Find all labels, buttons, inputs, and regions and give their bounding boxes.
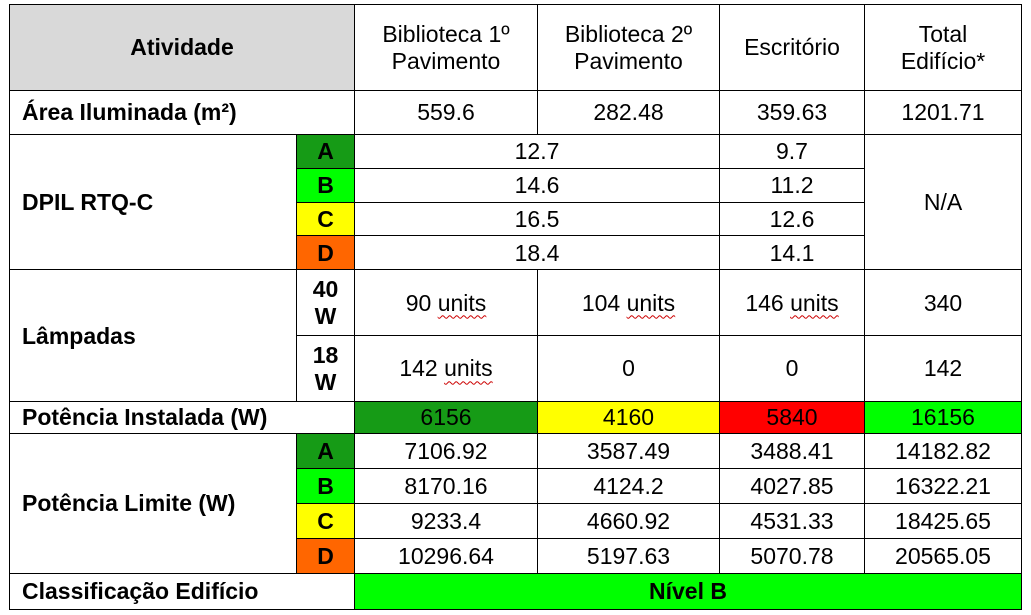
lampadas-18w-biblioteca-1: 142 units xyxy=(354,335,538,403)
potencia-limite-c-biblioteca-2: 4660.92 xyxy=(537,502,720,539)
potencia-limite-row-d: D 10296.64 5197.63 5070.78 20565.05 xyxy=(10,537,1022,574)
lampadas-18w-biblioteca-1-count: 142 xyxy=(399,355,438,382)
potencia-limite-a-biblioteca-2: 3587.49 xyxy=(537,433,720,469)
lampadas-power-18w: 18 W xyxy=(296,335,355,403)
area-label: Área Iluminada (m²) xyxy=(9,90,355,135)
dpil-biblioteca-a: 12.7 xyxy=(354,133,720,169)
lampadas-power-18w-unit: W xyxy=(314,368,337,395)
header-total: Total Edifício* xyxy=(864,3,1022,92)
dpil-row-d: D 18.4 14.1 xyxy=(10,235,1022,271)
lampadas-40w-biblioteca-1-count: 90 xyxy=(405,289,432,316)
lampadas-power-40w-value: 40 xyxy=(312,276,339,303)
header-total-line2: Edifício* xyxy=(900,47,986,74)
potencia-instalada-biblioteca-1: 6156 xyxy=(354,401,538,435)
potencia-limite-c-biblioteca-1: 9233.4 xyxy=(354,502,538,539)
potencia-limite-level-d: D xyxy=(296,537,355,574)
potencia-limite-d-biblioteca-2: 5197.63 xyxy=(537,537,720,574)
lampadas-label: Lâmpadas xyxy=(9,269,297,403)
potencia-instalada-escritorio: 5840 xyxy=(719,401,865,435)
lampadas-power-40w-unit: W xyxy=(314,302,337,329)
potencia-limite-a-escritorio: 3488.41 xyxy=(719,433,865,469)
dpil-biblioteca-c: 16.5 xyxy=(354,201,720,237)
dpil-level-b: B xyxy=(296,167,355,203)
dpil-escritorio-c: 12.6 xyxy=(719,201,865,237)
area-biblioteca-1: 559.6 xyxy=(354,90,538,135)
potencia-limite-b-biblioteca-1: 8170.16 xyxy=(354,467,538,504)
area-row: Área Iluminada (m²) 559.6 282.48 359.63 … xyxy=(9,90,1022,135)
lampadas-row-18w: 18 W 142 units 0 0 142 xyxy=(10,335,1022,403)
potencia-limite-d-escritorio: 5070.78 xyxy=(719,537,865,574)
header-biblioteca-2-line2: Pavimento xyxy=(574,47,683,74)
lampadas-40w-biblioteca-2-count: 104 xyxy=(581,289,621,316)
lighting-efficiency-table: Atividade Biblioteca 1º Pavimento Biblio… xyxy=(9,3,1022,611)
lampadas-40w-biblioteca-2-unit: units xyxy=(626,289,676,316)
lampadas-18w-escritorio: 0 xyxy=(719,335,865,403)
lampadas-40w-escritorio: 146 units xyxy=(719,269,865,337)
lampadas-40w-biblioteca-2: 104 units xyxy=(537,269,720,337)
dpil-biblioteca-b: 14.6 xyxy=(354,167,720,203)
potencia-limite-b-escritorio: 4027.85 xyxy=(719,467,865,504)
potencia-limite-a-biblioteca-1: 7106.92 xyxy=(354,433,538,469)
classificacao-value: Nível B xyxy=(354,572,1022,611)
potencia-instalada-biblioteca-2: 4160 xyxy=(537,401,720,435)
header-escritorio: Escritório xyxy=(719,3,865,92)
potencia-limite-row-c: C 9233.4 4660.92 4531.33 18425.65 xyxy=(10,502,1022,539)
potencia-limite-d-biblioteca-1: 10296.64 xyxy=(354,537,538,574)
potencia-limite-a-total: 14182.82 xyxy=(864,433,1022,469)
dpil-row-a: DPIL RTQ-C A 12.7 9.7 N/A xyxy=(9,133,1022,271)
lampadas-row-40w: Lâmpadas 40 W 90 units 104 units 146 uni… xyxy=(9,269,1022,403)
potencia-instalada-row: Potência Instalada (W) 6156 4160 5840 16… xyxy=(9,401,1022,435)
dpil-biblioteca-d: 18.4 xyxy=(354,235,720,271)
classificacao-label: Classificação Edifício xyxy=(9,572,355,611)
potencia-limite-label: Potência Limite (W) xyxy=(9,433,297,574)
potencia-limite-level-c: C xyxy=(296,502,355,539)
potencia-limite-row-a: Potência Limite (W) A 7106.92 3587.49 34… xyxy=(9,433,1022,574)
potencia-limite-b-biblioteca-2: 4124.2 xyxy=(537,467,720,504)
dpil-row-c: C 16.5 12.6 xyxy=(10,201,1022,237)
header-biblioteca-1-line2: Pavimento xyxy=(391,47,501,74)
lampadas-18w-total: 142 xyxy=(864,335,1022,403)
area-escritorio: 359.63 xyxy=(719,90,865,135)
dpil-level-d: D xyxy=(296,235,355,271)
lampadas-40w-total: 340 xyxy=(864,269,1022,337)
lampadas-18w-biblioteca-1-unit: units xyxy=(444,355,493,382)
lampadas-40w-biblioteca-1-unit: units xyxy=(437,289,487,316)
potencia-limite-level-b: B xyxy=(296,467,355,504)
lampadas-40w-biblioteca-1: 90 units xyxy=(354,269,538,337)
potencia-instalada-label: Potência Instalada (W) xyxy=(9,401,355,435)
potencia-limite-d-total: 20565.05 xyxy=(864,537,1022,574)
dpil-total: N/A xyxy=(864,133,1022,271)
area-total: 1201.71 xyxy=(864,90,1022,135)
dpil-label: DPIL RTQ-C xyxy=(9,133,297,271)
potencia-limite-c-escritorio: 4531.33 xyxy=(719,502,865,539)
lampadas-power-18w-value: 18 xyxy=(312,342,339,369)
header-biblioteca-1: Biblioteca 1º Pavimento xyxy=(354,3,538,92)
header-biblioteca-1-line1: Biblioteca 1º xyxy=(382,21,510,48)
classificacao-row: Classificação Edifício Nível B xyxy=(9,572,1022,611)
dpil-escritorio-b: 11.2 xyxy=(719,167,865,203)
lampadas-40w-escritorio-unit: units xyxy=(790,289,839,316)
dpil-escritorio-a: 9.7 xyxy=(719,133,865,169)
potencia-instalada-total: 16156 xyxy=(864,401,1022,435)
header-row: Atividade Biblioteca 1º Pavimento Biblio… xyxy=(9,3,1022,92)
header-total-line1: Total xyxy=(918,21,968,48)
header-biblioteca-2: Biblioteca 2º Pavimento xyxy=(537,3,720,92)
dpil-row-b: B 14.6 11.2 xyxy=(10,167,1022,203)
lampadas-18w-biblioteca-2: 0 xyxy=(537,335,720,403)
header-atividade: Atividade xyxy=(9,3,355,92)
dpil-level-a: A xyxy=(296,133,355,169)
potencia-limite-b-total: 16322.21 xyxy=(864,467,1022,504)
dpil-level-c: C xyxy=(296,201,355,237)
dpil-escritorio-d: 14.1 xyxy=(719,235,865,271)
lampadas-power-40w: 40 W xyxy=(296,269,355,337)
potencia-limite-c-total: 18425.65 xyxy=(864,502,1022,539)
header-biblioteca-2-line1: Biblioteca 2º xyxy=(564,21,693,48)
area-biblioteca-2: 282.48 xyxy=(537,90,720,135)
lampadas-40w-escritorio-count: 146 xyxy=(745,289,784,316)
potencia-limite-level-a: A xyxy=(296,433,355,469)
